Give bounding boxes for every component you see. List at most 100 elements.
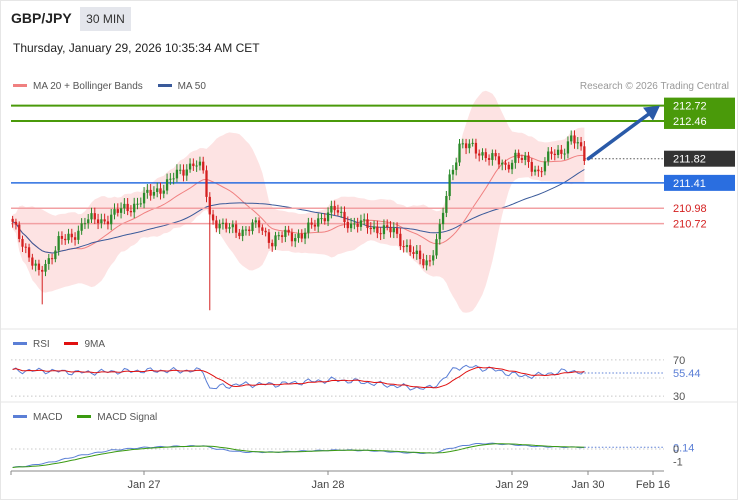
- candle-body: [297, 233, 300, 239]
- candle-body: [579, 142, 583, 147]
- candle-body: [195, 165, 198, 167]
- candle-body: [225, 222, 228, 229]
- legend-swatch: [77, 414, 92, 418]
- candle-body: [379, 233, 382, 235]
- candle-body: [491, 153, 494, 160]
- candle-body: [547, 151, 550, 162]
- candle-body: [50, 258, 54, 260]
- candle-body: [34, 263, 37, 266]
- candle-body: [471, 142, 474, 144]
- candle-body: [566, 141, 570, 154]
- candle-body: [356, 223, 359, 227]
- legend-ma20-bollinger: MA 20 + Bollinger Bands: [13, 81, 143, 92]
- candle-body: [372, 226, 376, 230]
- candle-body: [264, 230, 267, 233]
- candle-body: [280, 235, 284, 237]
- candle-body: [422, 259, 425, 266]
- candle-body: [254, 220, 257, 223]
- candle-body: [208, 196, 211, 215]
- legend-label: RSI: [33, 339, 50, 350]
- candle-body: [18, 224, 21, 239]
- candle-body: [126, 203, 129, 212]
- rsi-legend: RSI 9MA: [13, 339, 105, 350]
- candle-body: [221, 222, 225, 224]
- candle-body: [504, 162, 507, 165]
- rsi-tick-30: 30: [673, 391, 685, 403]
- timestamp: Thursday, January 29, 2026 10:35:34 AM C…: [13, 41, 260, 55]
- bollinger-band: [12, 90, 585, 313]
- candle-body: [113, 209, 116, 215]
- legend-label: MA 50: [177, 81, 206, 92]
- macd-current-value: 0.14: [673, 442, 694, 454]
- candle-body: [346, 222, 349, 229]
- candle-body: [14, 221, 18, 225]
- candle-body: [90, 213, 93, 220]
- legend-label: MACD Signal: [97, 412, 158, 423]
- candle-body: [172, 178, 175, 180]
- candle-body: [336, 210, 340, 213]
- resistance-label: 212.46: [673, 116, 707, 128]
- rsi-9ma-line: [12, 366, 585, 389]
- current-price-tag: [664, 150, 735, 167]
- candle-body: [389, 227, 392, 233]
- candle-body: [537, 169, 540, 172]
- macd-line: [12, 442, 585, 468]
- candle-body: [27, 247, 31, 258]
- candle-body: [497, 156, 501, 165]
- candle-body: [333, 205, 336, 211]
- legend-rsi: RSI: [13, 339, 50, 350]
- projection-arrow: [586, 109, 654, 161]
- candle-body: [583, 146, 586, 161]
- research-credit: Research © 2026 Trading Central: [579, 81, 729, 92]
- legend-macd-signal: MACD Signal: [77, 412, 157, 423]
- time-tick-label: Feb 16: [636, 479, 670, 491]
- candle-body: [507, 164, 510, 170]
- candle-body: [290, 232, 294, 242]
- candle-body: [277, 235, 280, 237]
- legend-swatch: [157, 83, 172, 87]
- candle-body: [307, 222, 310, 233]
- candle-body: [103, 219, 106, 222]
- candle-body: [560, 149, 563, 154]
- candle-body: [428, 260, 432, 262]
- candle-body: [83, 223, 87, 225]
- candle-body: [517, 152, 520, 159]
- candle-body: [343, 211, 346, 223]
- candle-body: [425, 260, 428, 266]
- candle-body: [73, 237, 77, 240]
- candle-body: [41, 269, 44, 272]
- candle-body: [54, 250, 57, 260]
- candle-body: [133, 203, 136, 213]
- candle-body: [261, 227, 264, 231]
- candle-body: [123, 203, 126, 209]
- candle-body: [435, 239, 438, 256]
- legend-swatch: [13, 414, 27, 418]
- resistance-tag: [664, 112, 735, 129]
- candle-body: [313, 224, 317, 227]
- candle-body: [340, 211, 343, 213]
- candle-body: [474, 142, 478, 154]
- candle-body: [441, 212, 445, 225]
- support-label: 210.72: [673, 219, 707, 231]
- candle-body: [303, 232, 307, 239]
- timeframe-button[interactable]: 30 MIN: [80, 7, 131, 31]
- candle-body: [80, 223, 83, 231]
- candle-body: [93, 213, 96, 220]
- candle-body: [234, 224, 238, 233]
- candle-body: [139, 203, 142, 205]
- candle-body: [179, 169, 182, 171]
- candle-body: [284, 229, 287, 237]
- candle-body: [64, 238, 67, 241]
- candle-body: [169, 178, 172, 180]
- time-tick-label: Jan 27: [127, 479, 160, 491]
- candle-body: [175, 169, 179, 179]
- candle-body: [395, 228, 399, 234]
- candle-body: [484, 152, 487, 159]
- candle-body: [182, 169, 185, 176]
- candle-body: [553, 153, 556, 155]
- candle-body: [550, 151, 553, 154]
- candle-body: [540, 171, 543, 173]
- candle-body: [481, 152, 484, 156]
- time-tick-label: Jan 29: [495, 479, 528, 491]
- candle-body: [458, 143, 461, 163]
